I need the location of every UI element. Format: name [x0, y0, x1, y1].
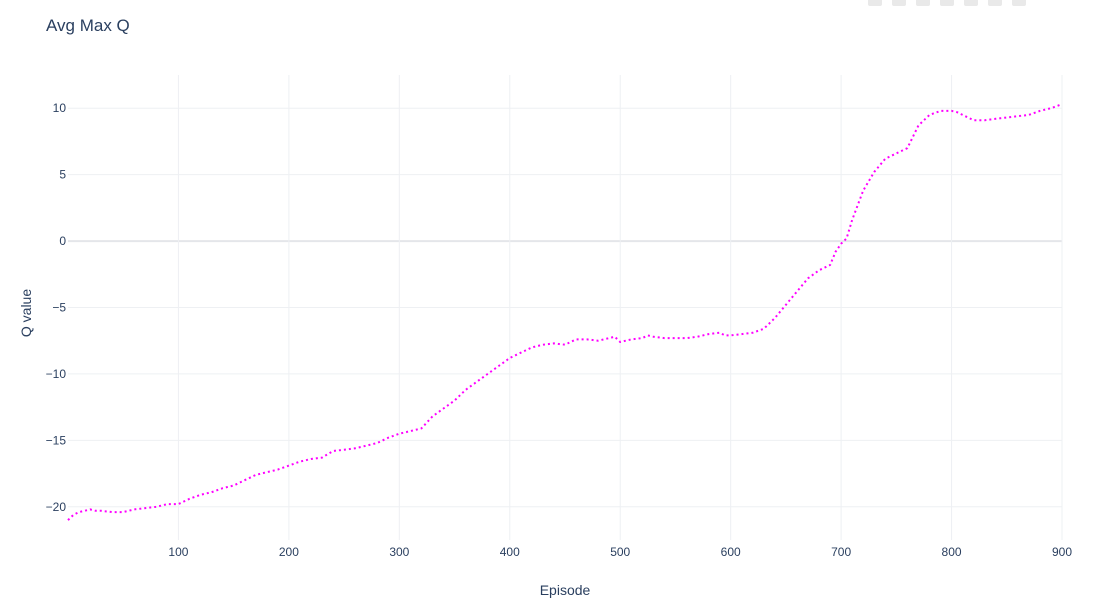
x-tick-label: 800 [942, 545, 962, 559]
x-tick-label: 300 [389, 545, 409, 559]
reset-axes-icon[interactable] [988, 0, 1002, 6]
y-tick-label: 5 [59, 168, 66, 182]
x-tick-label: 700 [831, 545, 851, 559]
x-tick-label: 100 [168, 545, 188, 559]
y-tick-label: −5 [52, 301, 66, 315]
y-tick-label: −20 [46, 500, 67, 514]
x-axis-title: Episode [540, 582, 591, 598]
y-tick-label: −10 [46, 367, 67, 381]
zoom-in-icon[interactable] [916, 0, 930, 6]
x-tick-label: 900 [1052, 545, 1072, 559]
y-axis-title: Q value [18, 289, 34, 337]
x-tick-label: 400 [500, 545, 520, 559]
y-tick-label: 0 [59, 234, 66, 248]
x-tick-label: 200 [279, 545, 299, 559]
x-tick-label: 500 [610, 545, 630, 559]
hover-icon[interactable] [1012, 0, 1026, 6]
y-tick-label: −15 [46, 433, 67, 447]
zoom-out-icon[interactable] [940, 0, 954, 6]
zoom-icon[interactable] [868, 0, 882, 6]
chart-modebar [868, 0, 1108, 6]
x-tick-label: 600 [721, 545, 741, 559]
chart-title: Avg Max Q [46, 16, 130, 35]
y-axis-ticks: −20 −15 −10 −5 0 5 10 [46, 101, 67, 514]
y-tick-label: 10 [53, 101, 67, 115]
x-axis-ticks: 100 200 300 400 500 600 700 800 900 [168, 545, 1072, 559]
pan-icon[interactable] [892, 0, 906, 6]
series-line [67, 103, 1063, 521]
autoscale-icon[interactable] [964, 0, 978, 6]
series-group [67, 103, 1063, 521]
gridlines [68, 75, 1063, 540]
